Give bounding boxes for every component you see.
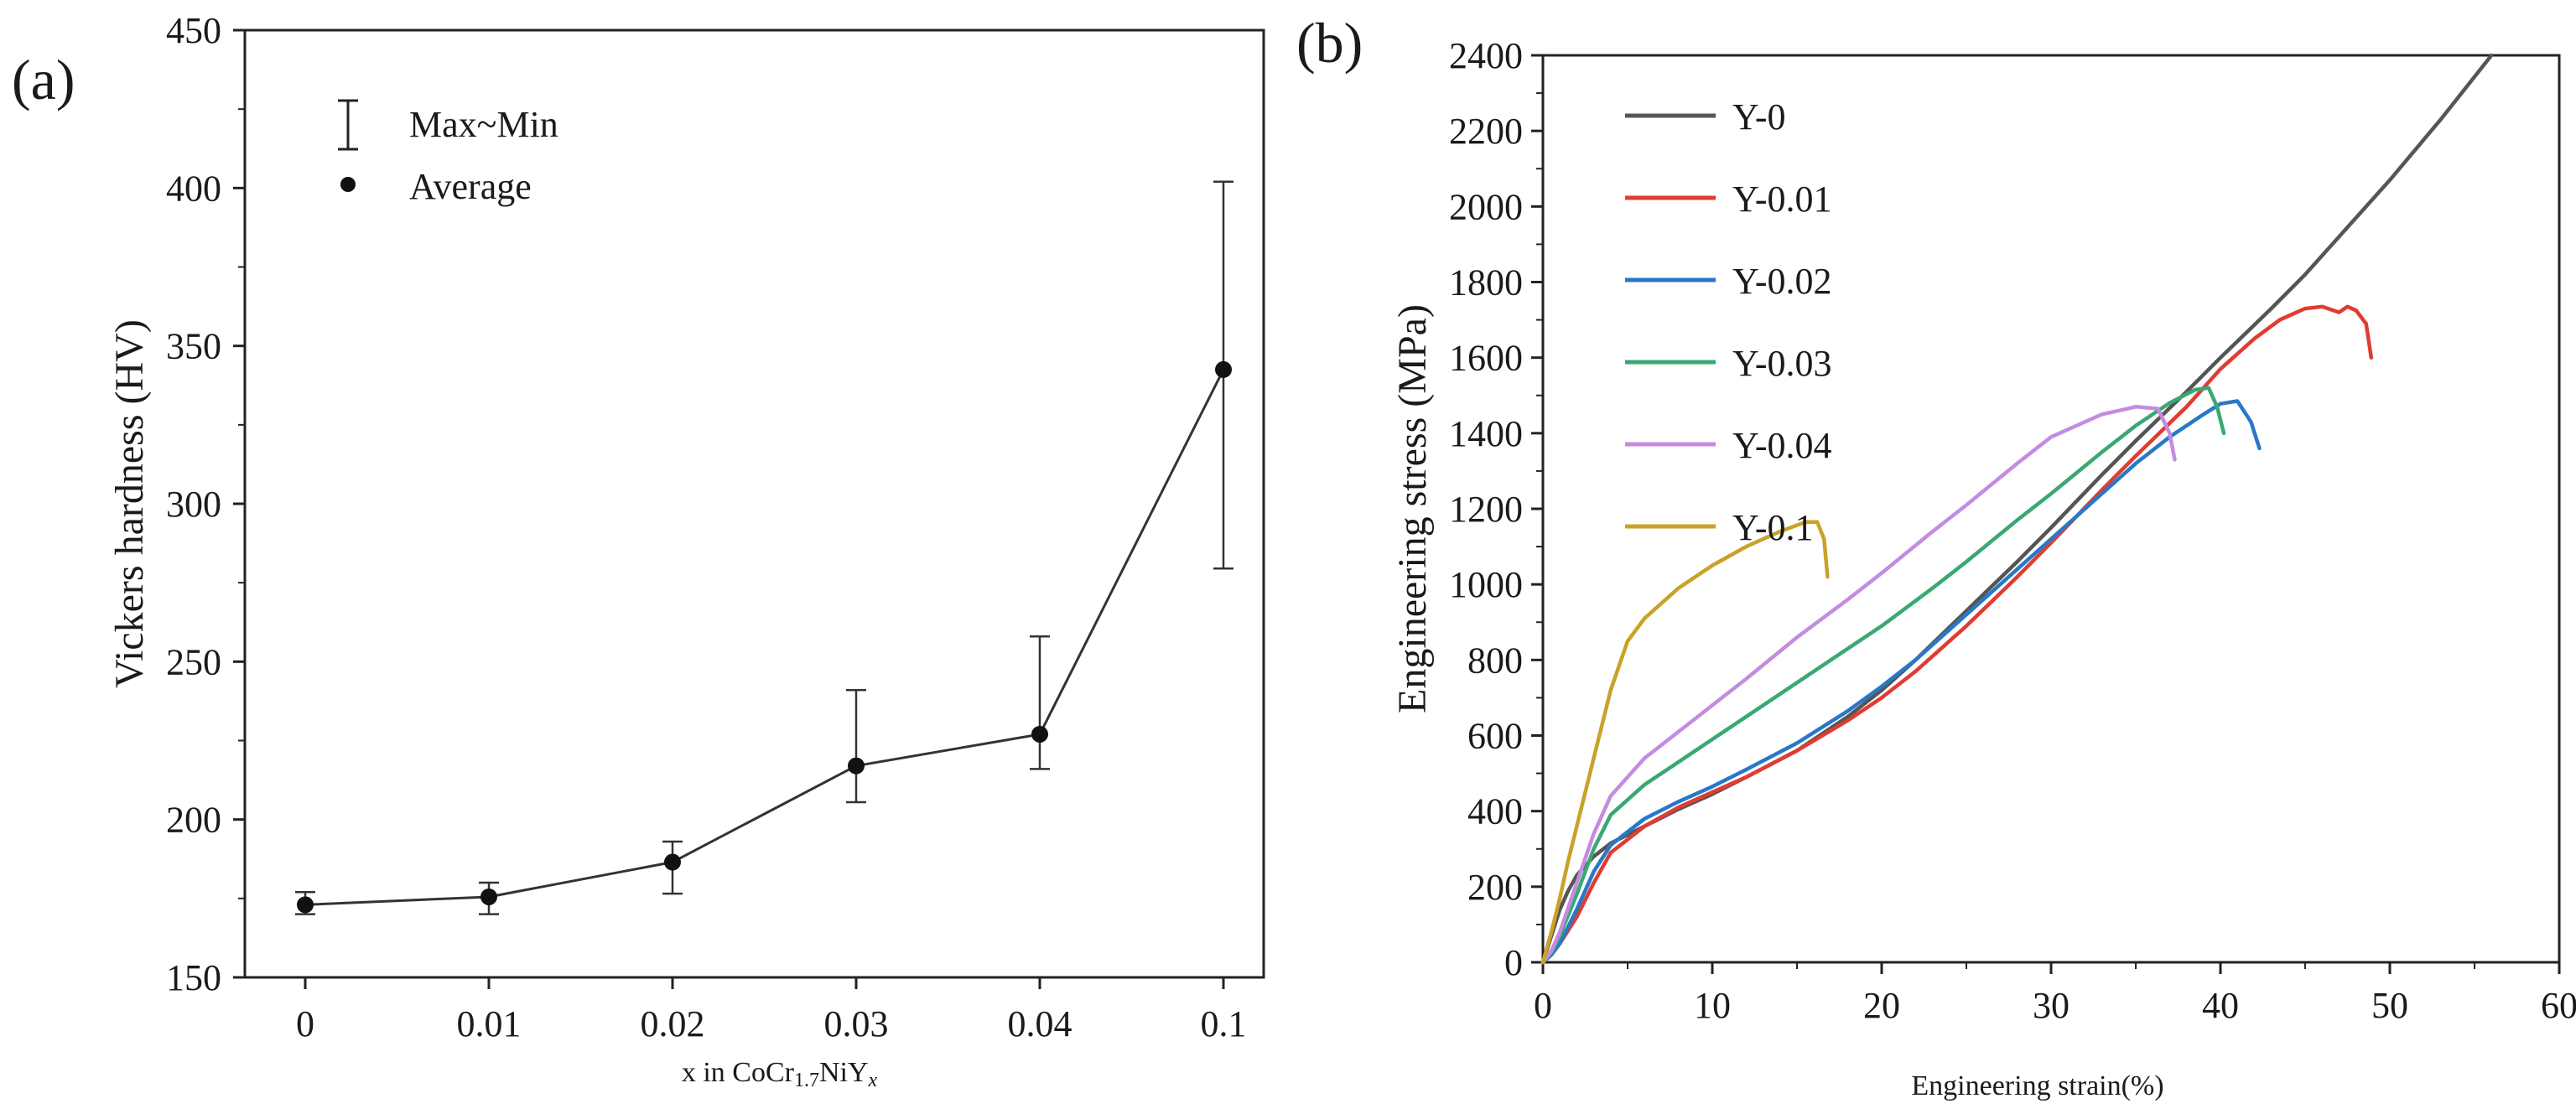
- panel-b-label: (b): [1296, 11, 1363, 75]
- series-line-y-0-03: [1540, 386, 2226, 965]
- x-label-part-2: NiY: [819, 1057, 869, 1088]
- y-tick-label: 1200: [1449, 489, 1523, 530]
- x-tick-label: 0.03: [824, 1003, 889, 1044]
- series-line-y-0-02: [1540, 399, 2262, 965]
- y-tick-label: 1800: [1449, 262, 1523, 303]
- series-b: [1540, 53, 2494, 965]
- x-label-part-1: x in CoCr: [682, 1057, 795, 1088]
- series-a: [295, 180, 1233, 915]
- x-axis-label-a: x in CoCr1.7NiYx: [682, 1057, 878, 1091]
- legend-label: Y-0.01: [1732, 179, 1832, 220]
- axis-ticks-a: 150 200 250 300 350 400 450 0 0.01 0.02 0.03 0.04 0.…: [166, 10, 1247, 1044]
- y-tick-label: 400: [166, 168, 221, 209]
- series-line-y-0-01: [1540, 304, 2374, 965]
- hardness-chart: (a) 150 200 250 300 350 400 450 0 0.01 0.02 0.03 0.…: [12, 10, 1265, 1091]
- average-line: [304, 369, 1225, 906]
- x-tick-label: 0.02: [641, 1003, 705, 1044]
- y-tick-label: 150: [166, 957, 221, 998]
- y-tick-label: 450: [166, 10, 221, 51]
- average-point: [297, 896, 314, 914]
- x-axis-label-b: Engineering strain(%): [1911, 1070, 2163, 1101]
- x-tick-label: 40: [2202, 985, 2239, 1026]
- y-tick-label: 2400: [1449, 35, 1523, 76]
- x-tick-label: 50: [2371, 985, 2408, 1026]
- y-tick-label: 2000: [1449, 186, 1523, 227]
- legend-a: Max~Min Average: [338, 99, 558, 207]
- axis-ticks-b: 0200400600800100012001400160018002000220…: [1449, 35, 2576, 1026]
- average-point: [848, 757, 865, 775]
- x-tick-label: 20: [1863, 985, 1900, 1026]
- y-axis-label-a: Vickers hardness (HV): [107, 319, 152, 688]
- plot-frame-b: [1541, 54, 2561, 964]
- x-label-sub-2: x: [868, 1070, 878, 1091]
- y-tick-label: 1600: [1449, 338, 1523, 379]
- stress-strain-chart: (b) 020040060080010001200140016001800200…: [1296, 11, 2576, 1101]
- y-tick-label: 350: [166, 326, 221, 367]
- series-line-y-0-1: [1540, 520, 1830, 965]
- x-tick-label: 0: [296, 1003, 314, 1044]
- y-tick-label: 300: [166, 484, 221, 525]
- y-tick-label: 800: [1467, 640, 1523, 681]
- legend-label: Y-0.04: [1732, 425, 1832, 466]
- series-line-y-0-04: [1540, 405, 2177, 965]
- legend-b: Y-0 Y-0.01 Y-0.02 Y-0.03 Y-0.04 Y-0.1: [1625, 96, 1832, 548]
- x-tick-label: 0.04: [1008, 1003, 1072, 1044]
- y-axis-label-b: Engineering stress (MPa): [1390, 304, 1435, 713]
- y-tick-label: 0: [1504, 942, 1523, 983]
- x-tick-label: 0: [1534, 985, 1552, 1026]
- x-tick-label: 60: [2541, 985, 2576, 1026]
- legend-dot-icon: [340, 177, 356, 192]
- average-point: [1215, 360, 1232, 378]
- y-tick-label: 1000: [1449, 564, 1523, 605]
- legend-label: Y-0.1: [1732, 507, 1814, 548]
- average-point: [1031, 725, 1048, 743]
- legend-label-average: Average: [409, 166, 532, 207]
- y-tick-label: 200: [166, 800, 221, 841]
- average-point: [480, 888, 497, 905]
- legend-errorbar-icon: [338, 99, 358, 151]
- y-tick-label: 2200: [1449, 111, 1523, 152]
- legend-label: Y-0.03: [1732, 343, 1832, 384]
- plot-frame-a: [243, 28, 1265, 979]
- y-tick-label: 400: [1467, 791, 1523, 832]
- average-point: [664, 853, 681, 871]
- y-tick-label: 600: [1467, 716, 1523, 757]
- x-tick-label: 30: [2033, 985, 2070, 1026]
- y-tick-label: 200: [1467, 867, 1523, 908]
- legend-label-maxmin: Max~Min: [409, 104, 558, 145]
- x-tick-label: 10: [1694, 985, 1731, 1026]
- x-tick-label: 0.01: [457, 1003, 522, 1044]
- y-tick-label: 1400: [1449, 413, 1523, 454]
- x-tick-label: 0.1: [1201, 1003, 1247, 1044]
- x-label-sub-1: 1.7: [794, 1070, 819, 1091]
- series-line-y-0: [1540, 53, 2494, 965]
- legend-label: Y-0: [1732, 96, 1786, 137]
- y-tick-label: 250: [166, 641, 221, 682]
- panel-a-label: (a): [12, 48, 75, 111]
- legend-label: Y-0.02: [1732, 261, 1832, 302]
